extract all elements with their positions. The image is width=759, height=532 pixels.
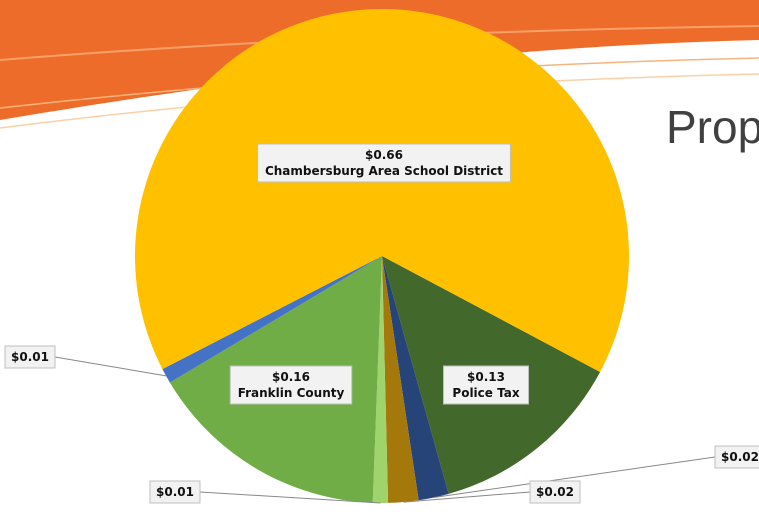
category-label: Chambersburg Area School District xyxy=(265,164,503,178)
data-label: $0.02 xyxy=(536,485,574,499)
category-label: Police Tax xyxy=(452,386,519,400)
category-label: Franklin County xyxy=(238,386,345,400)
data-label: $0.01 xyxy=(11,350,49,364)
slide-title: Prop xyxy=(666,101,759,153)
data-label: $0.16 xyxy=(272,370,310,384)
data-label: $0.02 xyxy=(721,450,759,464)
data-label: $0.13 xyxy=(467,370,505,384)
data-label: $0.01 xyxy=(156,485,194,499)
slide: Prop $0.13 Police Tax $0.02 $0.02 $0.01 $0.16… xyxy=(0,0,759,532)
data-label: $0.66 xyxy=(365,148,403,162)
pie xyxy=(135,9,629,503)
